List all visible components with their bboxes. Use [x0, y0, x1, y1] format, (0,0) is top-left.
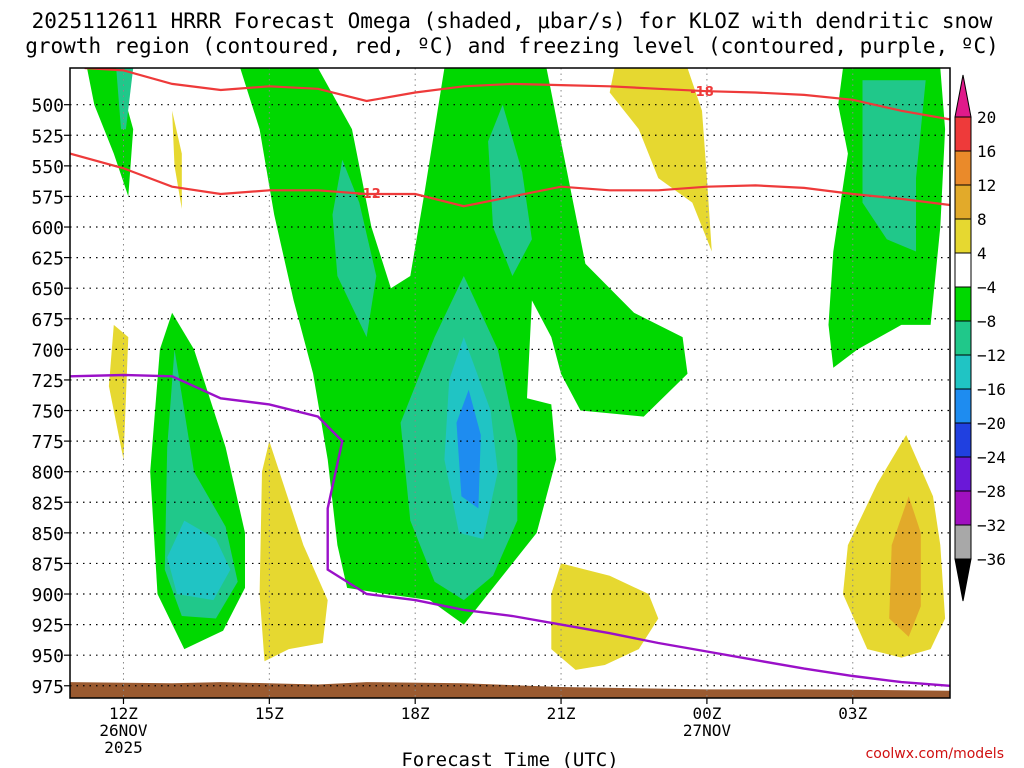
x-date-label: 27NOV — [683, 721, 732, 740]
colorbar-bin — [954, 218, 972, 254]
colorbar-bin — [954, 286, 972, 322]
x-tick-label: 21Z — [547, 704, 576, 723]
colorbar-label: 8 — [977, 210, 987, 229]
freezing-level-line — [70, 373, 950, 687]
y-tick-label: 800 — [31, 463, 64, 484]
colorbar-bin — [954, 524, 972, 560]
colorbar: 20 16 12 8 4 −4 −8 −12 −16 −20 −24 −28 −32 −36 — [954, 74, 1006, 602]
colorbar-bin — [954, 388, 972, 424]
colorbar-bin — [954, 116, 972, 152]
y-tick-label: 925 — [31, 616, 64, 637]
dendritic-contour-line — [84, 68, 950, 121]
omega-region-13 — [456, 389, 481, 509]
omega-region-19 — [551, 563, 659, 670]
y-tick-label: 575 — [31, 187, 64, 208]
y-tick-label: 525 — [31, 126, 64, 147]
contour-label: -18 — [690, 85, 714, 100]
colorbar-label: −24 — [977, 448, 1006, 467]
colorbar-bin — [954, 456, 972, 492]
x-date-label: 26NOV — [99, 721, 148, 740]
chart-title-line-1: 2025112611 HRRR Forecast Omega (shaded, … — [31, 9, 993, 33]
x-tick-label: 15Z — [255, 704, 284, 723]
colorbar-label: −16 — [977, 380, 1006, 399]
colorbar-label: 12 — [977, 176, 996, 195]
y-tick-label: 500 — [31, 96, 64, 117]
axes: -18 -12 500 525 550 575 600 625 650 675 700 725 750 7… — [31, 85, 867, 757]
y-tick-label: 850 — [31, 524, 64, 545]
colorbar-bin — [954, 150, 972, 186]
omega-region-6 — [167, 520, 231, 601]
y-tick-label: 875 — [31, 554, 64, 575]
omega-region-9 — [332, 159, 377, 338]
y-tick-label: 900 — [31, 585, 64, 606]
omega-region-1 — [116, 68, 134, 130]
x-tick-label: 12Z — [109, 704, 138, 723]
colorbar-label: 16 — [977, 142, 996, 161]
y-tick-label: 700 — [31, 340, 64, 361]
credit-link[interactable]: coolwx.com/models — [865, 746, 1004, 762]
y-tick-label: 675 — [31, 310, 64, 331]
x-tick-label: 18Z — [401, 704, 430, 723]
contour-label: -12 — [357, 187, 381, 202]
colorbar-top-arrow — [954, 74, 972, 118]
colorbar-label: −28 — [977, 482, 1006, 501]
y-tick-label: 650 — [31, 279, 64, 300]
colorbar-label: 4 — [977, 244, 987, 263]
colorbar-label: −36 — [977, 550, 1006, 569]
y-tick-label: 750 — [31, 402, 64, 423]
y-tick-label: 725 — [31, 371, 64, 392]
colorbar-label: −32 — [977, 516, 1006, 535]
colorbar-bin — [954, 490, 972, 526]
x-tick-label: 00Z — [692, 704, 721, 723]
y-tick-label: 625 — [31, 249, 64, 270]
colorbar-bin — [954, 354, 972, 390]
colorbar-bin — [954, 320, 972, 356]
grid — [70, 68, 950, 698]
y-tick-label: 950 — [31, 646, 64, 667]
omega-region-18 — [889, 496, 921, 637]
y-tick-label: 975 — [31, 677, 64, 698]
colorbar-bin — [954, 422, 972, 458]
colorbar-label: −20 — [977, 414, 1006, 433]
colorbar-label: −8 — [977, 312, 996, 331]
colorbar-bin — [954, 252, 972, 288]
colorbar-label: −12 — [977, 346, 1006, 365]
contour-lines — [70, 68, 950, 687]
omega-region-14 — [609, 68, 712, 252]
dendritic-contour-line — [70, 152, 950, 208]
ground-terrain — [70, 682, 950, 698]
colorbar-label: −4 — [977, 278, 996, 297]
y-tick-label: 600 — [31, 218, 64, 239]
y-tick-label: 550 — [31, 157, 64, 178]
ground-layer — [70, 682, 950, 698]
x-year-label: 2025 — [104, 738, 143, 757]
colorbar-label: 20 — [977, 108, 996, 127]
chart-title-line-2: growth region (contoured, red, ºC) and f… — [25, 34, 999, 58]
x-tick-label: 03Z — [838, 704, 867, 723]
y-tick-label: 775 — [31, 432, 64, 453]
plot-frame — [69, 67, 951, 699]
x-axis-label: Forecast Time (UTC) — [401, 749, 618, 768]
y-tick-label: 825 — [31, 493, 64, 514]
colorbar-bottom-arrow — [954, 558, 972, 602]
omega-region-7 — [259, 441, 328, 662]
omega-shading — [87, 68, 946, 670]
omega-region-16 — [862, 80, 926, 252]
omega-region-11 — [488, 104, 532, 276]
colorbar-bin — [954, 184, 972, 220]
